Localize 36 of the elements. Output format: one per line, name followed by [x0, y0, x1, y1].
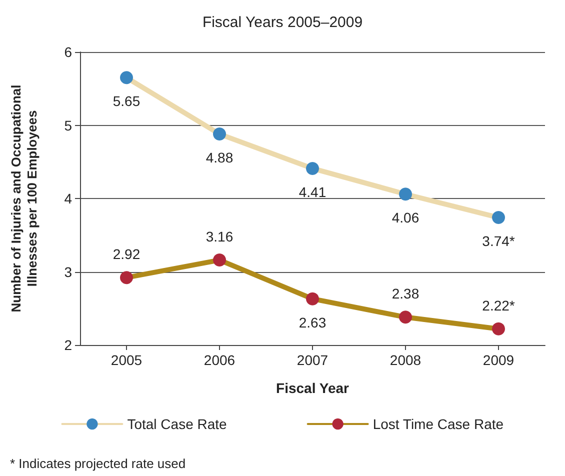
chart-title: Fiscal Years 2005–2009 [202, 14, 363, 31]
text: * Indicates projected rate used [10, 456, 186, 471]
y-tick-label: 2 [64, 337, 72, 353]
x-axis-title: Fiscal Year [276, 380, 350, 396]
point [213, 254, 226, 267]
data-label: 5.65 [112, 93, 140, 110]
data-label: 2.22* [482, 297, 516, 314]
data-label: 4.41 [298, 184, 326, 200]
data-label: 3.16 [206, 228, 234, 245]
data-label: 2.38 [392, 286, 420, 302]
data-label: 2.92 [112, 246, 140, 262]
point [399, 188, 412, 201]
x-tick-label: 2009 [482, 352, 514, 368]
y-tick-label: 4 [64, 190, 72, 206]
point [213, 128, 226, 141]
x-tick-label: 2007 [296, 352, 328, 368]
data-label: 2.63 [298, 314, 326, 330]
x-tick-label: 2006 [204, 352, 236, 368]
point [492, 322, 505, 336]
x-tick-label: 2005 [110, 352, 142, 368]
y-tick-label: 3 [64, 264, 72, 280]
point [306, 292, 319, 306]
point [306, 162, 319, 175]
legend-label: Total Case Rate [127, 416, 228, 432]
data-label: 4.06 [392, 210, 420, 226]
y-tick-label: 6 [64, 44, 72, 60]
point [492, 211, 505, 224]
data-label: 3.74* [482, 233, 516, 250]
data-label: 4.88 [206, 150, 234, 166]
point [399, 310, 412, 324]
x-tick-label: 2008 [390, 352, 422, 368]
point [120, 71, 133, 84]
y-tick-label: 5 [64, 117, 72, 134]
y-axis-title: Number of Injuries and Occupational Illnesses per 100 Employees [8, 84, 40, 312]
point [120, 271, 133, 284]
legend-label: Lost Time Case Rate [372, 416, 504, 432]
